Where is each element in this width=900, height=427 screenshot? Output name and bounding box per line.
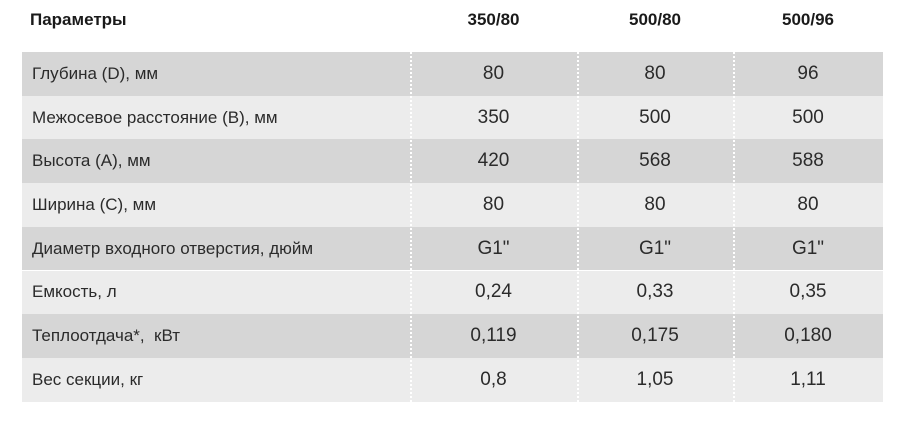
row-label: Теплоотдача*, кВт	[32, 326, 181, 346]
cell-value: 1,05	[636, 368, 674, 390]
cell-value: G1"	[791, 237, 825, 259]
row-label: Глубина (D), мм	[32, 63, 159, 83]
table-row	[22, 95, 883, 140]
cell-value: 0,180	[784, 325, 832, 347]
row-label: Диаметр входного отверстия, дюйм	[32, 238, 314, 258]
cell-value: G1"	[477, 237, 510, 259]
column-separator	[577, 52, 579, 402]
table-row	[22, 183, 883, 227]
row-label: Межосевое расстояние (B), мм	[32, 107, 278, 127]
cell-value: 0,175	[631, 325, 679, 347]
row-label: Высота (A), мм	[32, 151, 151, 171]
cell-value: 500	[639, 106, 671, 128]
cell-value: 80	[482, 62, 505, 84]
cell-value: 80	[482, 193, 505, 215]
table-row	[22, 314, 883, 358]
row-label: Емкость, л	[32, 282, 117, 302]
cell-value: 0,8	[480, 368, 507, 390]
header-label: Параметры	[30, 10, 127, 29]
cell-value: G1"	[638, 237, 672, 259]
cell-value: 0,33	[636, 281, 674, 303]
cell-value: 588	[792, 150, 824, 172]
cell-value: 80	[797, 193, 819, 215]
table-row	[22, 52, 883, 96]
column-separator	[410, 52, 412, 402]
table-row	[22, 139, 883, 184]
cell-value: 0,119	[470, 325, 517, 347]
table-row	[22, 226, 883, 271]
column-separator	[733, 52, 735, 402]
row-label: Вес секции, кг	[32, 369, 144, 389]
cell-value: 0,35	[789, 281, 827, 303]
cell-value: 420	[477, 150, 510, 172]
cell-value: 80	[644, 193, 666, 215]
row-label: Ширина (C), мм	[32, 194, 157, 214]
cell-value: 500	[792, 106, 824, 128]
cell-value: 350	[477, 106, 510, 128]
cell-value: 0,24	[475, 281, 512, 303]
column-header: 500/96	[782, 10, 834, 29]
column-header: 500/80	[629, 10, 681, 29]
table-row	[22, 357, 883, 402]
cell-value: 80	[644, 62, 666, 84]
cell-value: 1,11	[790, 368, 826, 390]
column-header: 350/80	[467, 10, 520, 29]
cell-value: 568	[639, 150, 671, 172]
table-row	[22, 270, 883, 315]
cell-value: 96	[797, 62, 819, 84]
